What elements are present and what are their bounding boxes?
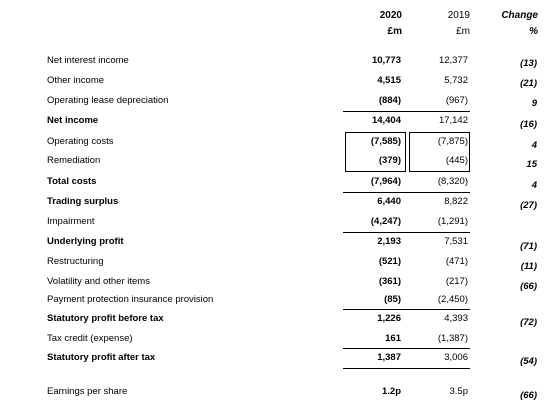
header-2020-year: 2020 (379, 10, 402, 21)
subtotal-rule (343, 309, 470, 310)
row-label: Net income (47, 115, 99, 126)
row-label: Volatility and other items (47, 276, 150, 287)
value-change: (66) (520, 281, 537, 292)
value-2020: (7,964) (370, 176, 401, 187)
value-2020: (361) (378, 276, 401, 287)
total-rule (343, 368, 470, 369)
value-change: 9 (531, 98, 537, 109)
value-change: (54) (520, 356, 537, 367)
value-change: (71) (520, 241, 537, 252)
value-2020: 4,515 (377, 75, 401, 86)
table-row-other-income: Other income 4,515 5,732 (21) (0, 75, 549, 91)
table-row-operating-costs: Operating costs (7,585) (7,875) 4 (0, 136, 549, 152)
table-row-net-income: Net income 14,404 17,142 (16) (0, 115, 549, 131)
value-change: 4 (531, 180, 537, 191)
table-row-earnings-per-share: Earnings per share 1.2p 3.5p (66) (0, 386, 549, 402)
value-change: (21) (520, 78, 537, 89)
value-2020: 2,193 (377, 236, 401, 247)
header-2019-unit: £m (456, 26, 470, 37)
value-2020: 14,404 (371, 115, 401, 126)
row-label: Restructuring (47, 256, 104, 267)
row-label: Trading surplus (47, 196, 119, 207)
value-2019: (1,387) (437, 333, 468, 344)
row-label: Total costs (47, 176, 97, 187)
row-label: Earnings per share (47, 386, 128, 397)
table-row-operating-lease-depreciation: Operating lease depreciation (884) (967)… (0, 95, 549, 111)
highlight-box-2020 (345, 132, 406, 172)
value-2020: 6,440 (377, 196, 401, 207)
value-change: (27) (520, 200, 537, 211)
table-row-statutory-profit-before-tax: Statutory profit before tax 1,226 4,393 … (0, 313, 549, 329)
table-row-payment-protection-insurance-provision: Payment protection insurance provision (… (0, 294, 549, 310)
table-row-underlying-profit: Underlying profit 2,193 7,531 (71) (0, 236, 549, 252)
row-label: Remediation (47, 155, 101, 166)
value-2019: (7,875) (437, 136, 468, 147)
value-2019: (2,450) (437, 294, 468, 305)
table-row-tax-credit-expense: Tax credit (expense) 161 (1,387) (0, 333, 549, 349)
highlight-box-2019 (409, 132, 470, 172)
value-2019: 3.5p (449, 386, 469, 397)
value-2020: (7,585) (370, 136, 401, 147)
value-change: (13) (520, 58, 537, 69)
table-row-remediation: Remediation (379) (445) 15 (0, 155, 549, 171)
value-change: (72) (520, 317, 537, 328)
row-label: Operating costs (47, 136, 114, 147)
value-2020: 1,387 (377, 352, 401, 363)
value-2019: (967) (445, 95, 468, 106)
value-2019: 5,732 (444, 75, 468, 86)
value-2019: (1,291) (437, 216, 468, 227)
table-row-impairment: Impairment (4,247) (1,291) (0, 216, 549, 232)
table-row-volatility-and-other-items: Volatility and other items (361) (217) (… (0, 276, 549, 292)
value-2019: 12,377 (438, 55, 468, 66)
subtotal-rule (343, 192, 470, 193)
table-row-net-interest-income: Net interest income 10,773 12,377 (13) (0, 55, 549, 71)
value-2019: (471) (445, 256, 468, 267)
value-2019: (8,320) (437, 176, 468, 187)
row-label: Statutory profit before tax (47, 313, 164, 324)
row-label: Statutory profit after tax (47, 352, 156, 363)
value-2020: 1.2p (381, 386, 401, 397)
table-row-trading-surplus: Trading surplus 6,440 8,822 (27) (0, 196, 549, 212)
value-2020: 1,226 (377, 313, 401, 324)
row-label: Tax credit (expense) (47, 333, 133, 344)
table-row-restructuring: Restructuring (521) (471) (11) (0, 256, 549, 272)
table-row-statutory-profit-after-tax: Statutory profit after tax 1,387 3,006 (… (0, 352, 549, 368)
value-2020: 10,773 (371, 55, 401, 66)
value-2019: 8,822 (444, 196, 468, 207)
value-change: 15 (526, 159, 537, 170)
subtotal-rule (343, 348, 470, 349)
value-2019: 3,006 (444, 352, 468, 363)
row-label: Underlying profit (47, 236, 124, 247)
row-label: Other income (47, 75, 105, 86)
subtotal-rule (343, 111, 470, 112)
value-2020: (85) (384, 294, 401, 305)
table-row-total-costs: Total costs (7,964) (8,320) 4 (0, 176, 549, 192)
header-change-unit: % (529, 26, 538, 37)
value-change: (66) (520, 390, 537, 401)
header-2020-unit: £m (387, 26, 402, 37)
value-2019: 4,393 (444, 313, 468, 324)
subtotal-rule (343, 232, 470, 233)
value-2019: 7,531 (444, 236, 468, 247)
row-label: Impairment (47, 216, 95, 227)
header-change-title: Change (501, 10, 538, 21)
value-change: 4 (531, 140, 537, 151)
value-2019: (445) (445, 155, 468, 166)
row-label: Payment protection insurance provision (47, 294, 214, 305)
value-2020: (521) (378, 256, 401, 267)
value-2020: (4,247) (370, 216, 401, 227)
value-2020: (379) (378, 155, 401, 166)
row-label: Net interest income (47, 55, 129, 66)
value-2020: (884) (378, 95, 401, 106)
value-change: (16) (520, 119, 537, 130)
value-2020: 161 (385, 333, 401, 344)
row-label: Operating lease depreciation (47, 95, 169, 106)
value-2019: (217) (445, 276, 468, 287)
header-2019-year: 2019 (447, 10, 470, 21)
value-2019: 17,142 (438, 115, 468, 126)
value-change: (11) (520, 261, 537, 272)
